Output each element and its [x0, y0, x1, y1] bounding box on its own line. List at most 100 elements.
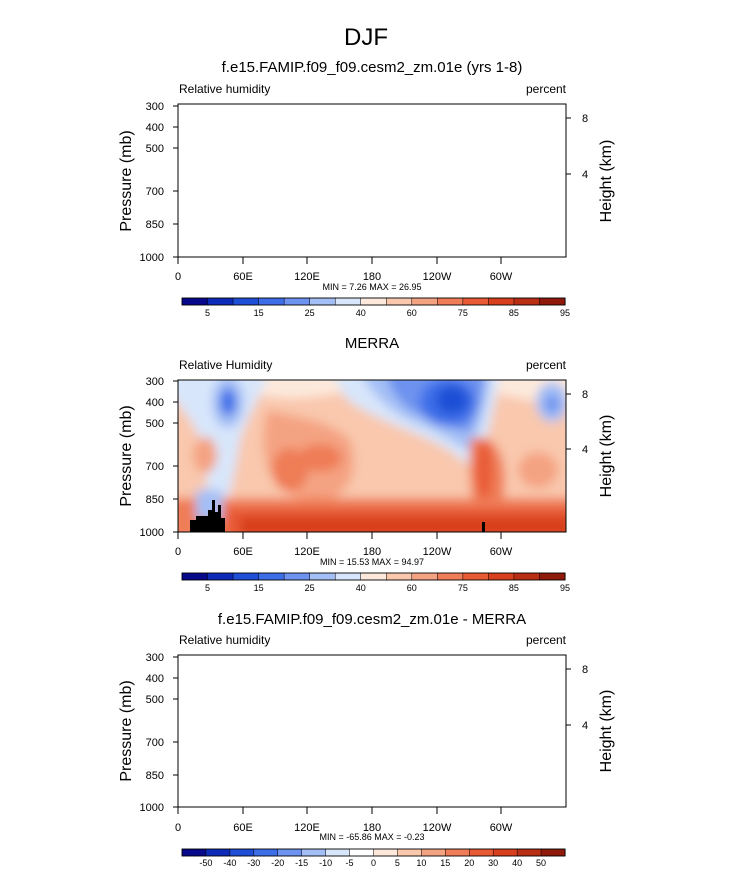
colorbar-tick-label: 95	[560, 583, 570, 593]
panel-2-y-tick-850: 850	[146, 494, 164, 506]
panel-2-x-tick-120e: 120E	[294, 546, 320, 558]
panel-3-yr-tick-8: 8	[582, 664, 588, 676]
panel-2-x-tick-180: 180	[363, 546, 381, 558]
colorbar-box	[488, 572, 515, 581]
colorbar-box	[469, 848, 494, 857]
colorbar-tick-label: 95	[560, 308, 570, 318]
panel-3-ylabel-right: Height (km)	[598, 690, 615, 773]
field-orange-westpac	[272, 448, 308, 492]
colorbar-tick-label: 15	[254, 308, 264, 318]
panel-3-x-tick-0: 0	[175, 822, 181, 834]
colorbar-box	[539, 572, 566, 581]
colorbar-tick-label: 25	[305, 308, 315, 318]
colorbar-tick-label: 25	[305, 583, 315, 593]
panel-2-minmax: MIN = 15.53 MAX = 94.97	[320, 557, 424, 567]
colorbar-box	[488, 297, 515, 306]
panel-2-y-tick-1000: 1000	[140, 527, 164, 539]
colorbar-box	[437, 297, 464, 306]
colorbar-tick-label: -10	[319, 858, 332, 868]
colorbar-tick-label: 15	[440, 858, 450, 868]
panel-2-y-tick-500: 500	[146, 418, 164, 430]
colorbar-box	[397, 848, 422, 857]
field-bl-high	[240, 516, 566, 532]
colorbar-box	[283, 297, 311, 306]
panel-3-ylabel: Pressure (mb)	[118, 680, 135, 781]
panel-1-colorbar: 5 15 25 40 60 75 85 95	[181, 297, 570, 318]
colorbar-box	[334, 572, 362, 581]
colorbar-box	[309, 572, 336, 581]
field-orange-dateline	[298, 444, 342, 472]
colorbar-tick-label: 75	[458, 583, 468, 593]
panel-1-x-tick-180: 180	[363, 271, 381, 283]
colorbar-tick-label: 85	[509, 308, 519, 318]
colorbar-tick-label: -30	[247, 858, 260, 868]
panel-2-ylabel: Pressure (mb)	[118, 405, 135, 506]
colorbar-tick-label: 40	[512, 858, 522, 868]
panel-3-x-tick-120w: 120W	[423, 822, 452, 834]
colorbar-tick-label: 40	[356, 583, 366, 593]
colorbar-tick-label: -50	[199, 858, 212, 868]
panel-1-ticks	[173, 105, 571, 264]
panel-2-ylabel-right: Height (km)	[598, 415, 615, 498]
panel-3-right-label: percent	[526, 633, 567, 647]
panel-1-x-tick-60e: 60E	[233, 271, 253, 283]
panel-3-y-tick-500: 500	[146, 694, 164, 706]
panel-2-heatmap	[178, 380, 566, 532]
panel-3-x-tick-60w: 60W	[490, 822, 513, 834]
panel-1-y-tick-1000: 1000	[140, 252, 164, 264]
colorbar-box	[516, 848, 542, 857]
colorbar-box	[411, 297, 438, 306]
colorbar-box	[360, 297, 387, 306]
colorbar-tick-label: 30	[488, 858, 498, 868]
panel-3-x-tick-60e: 60E	[233, 822, 253, 834]
panel-2: MERRA Relative Humidity percent	[118, 335, 615, 593]
panel-1-title: f.e15.FAMIP.f09_f09.cesm2_zm.01e (yrs 1-…	[222, 59, 523, 76]
colorbar-box	[181, 297, 209, 306]
colorbar-box	[258, 572, 285, 581]
panel-1-x-tick-60w: 60W	[490, 271, 513, 283]
panel-2-y-tick-300: 300	[146, 376, 164, 388]
colorbar-box	[373, 848, 398, 857]
panel-1-yr-tick-4: 4	[582, 169, 588, 181]
field-topography-mask	[190, 500, 225, 532]
main-title: DJF	[344, 24, 388, 51]
colorbar-tick-label: 5	[205, 583, 210, 593]
panel-1-left-label: Relative humidity	[179, 82, 270, 96]
colorbar-box	[309, 297, 336, 306]
colorbar-tick-label: -40	[223, 858, 236, 868]
colorbar-tick-label: 5	[205, 308, 210, 318]
colorbar-box	[229, 848, 255, 857]
colorbar-box	[360, 572, 387, 581]
field-blue-west-inner	[220, 388, 236, 416]
colorbar-box	[253, 848, 279, 857]
panel-1-minmax: MIN = 7.26 MAX = 26.95	[322, 282, 421, 292]
panel-3-x-tick-180: 180	[363, 822, 381, 834]
panel-2-left-label: Relative Humidity	[179, 358, 272, 372]
colorbar-box	[539, 297, 566, 306]
panel-3-left-label: Relative humidity	[179, 633, 270, 647]
colorbar-tick-label: -5	[346, 858, 354, 868]
colorbar-box	[283, 572, 311, 581]
colorbar-box	[492, 848, 518, 857]
panel-2-colorbar: 5 15 25 40 60 75 85 95	[181, 572, 570, 593]
colorbar-box	[349, 848, 375, 857]
colorbar-tick-label: 10	[416, 858, 426, 868]
panel-3-title: f.e15.FAMIP.f09_f09.cesm2_zm.01e - MERRA	[218, 611, 526, 628]
field-orange-atlantic	[518, 452, 558, 488]
field-blue-band-west	[178, 380, 266, 525]
panel-1-y-tick-300: 300	[146, 101, 164, 113]
colorbar-box	[325, 848, 351, 857]
colorbar-box	[462, 297, 489, 306]
colorbar-box	[513, 572, 541, 581]
colorbar-box	[258, 297, 285, 306]
panel-2-y-tick-400: 400	[146, 397, 164, 409]
panel-1-y-tick-500: 500	[146, 143, 164, 155]
colorbar-box	[232, 572, 260, 581]
colorbar-tick-label: 0	[371, 858, 376, 868]
colorbar-box	[207, 297, 234, 306]
colorbar-box	[232, 297, 260, 306]
colorbar-frame	[181, 572, 566, 581]
panel-1-plot-frame	[177, 103, 567, 258]
field-blue-deep-central	[436, 386, 468, 414]
